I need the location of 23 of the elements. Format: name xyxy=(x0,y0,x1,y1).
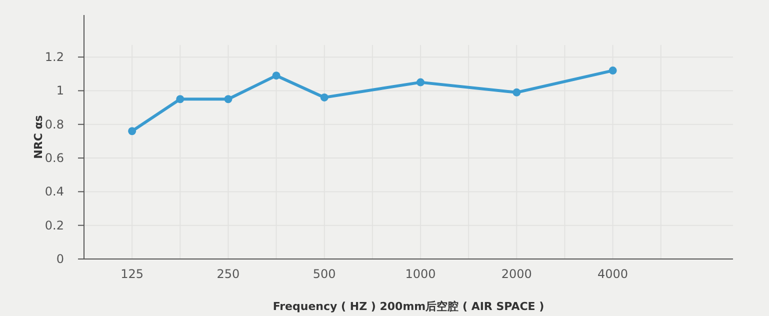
x-tick-label: 125 xyxy=(120,267,144,281)
x-tick-label: 4000 xyxy=(598,267,628,281)
y-tick-label: 0 xyxy=(56,252,64,266)
y-tick-label: 1 xyxy=(56,84,64,98)
y-axis-title: NRC αs xyxy=(32,114,45,159)
point xyxy=(272,72,280,80)
point xyxy=(176,95,184,104)
y-tick-label: 0.8 xyxy=(44,117,64,132)
x-tick-label: 1000 xyxy=(405,267,436,281)
y-tick-label: 0.2 xyxy=(44,218,64,232)
x-tick-label: 2000 xyxy=(501,267,532,281)
point xyxy=(128,127,136,136)
point xyxy=(320,93,328,102)
x-axis-title: Frequency ( HZ ) 200mm后空腔 ( AIR SPACE ) xyxy=(272,300,544,313)
point xyxy=(416,78,425,86)
y-tick-label: 0.4 xyxy=(44,184,64,199)
point xyxy=(512,88,521,96)
y-tick-label: 1.2 xyxy=(44,50,64,64)
y-tick-label: 0.6 xyxy=(44,151,64,166)
point xyxy=(224,95,232,104)
x-tick-label: 500 xyxy=(312,267,336,281)
point xyxy=(608,66,617,75)
x-tick-label: 250 xyxy=(216,267,240,281)
